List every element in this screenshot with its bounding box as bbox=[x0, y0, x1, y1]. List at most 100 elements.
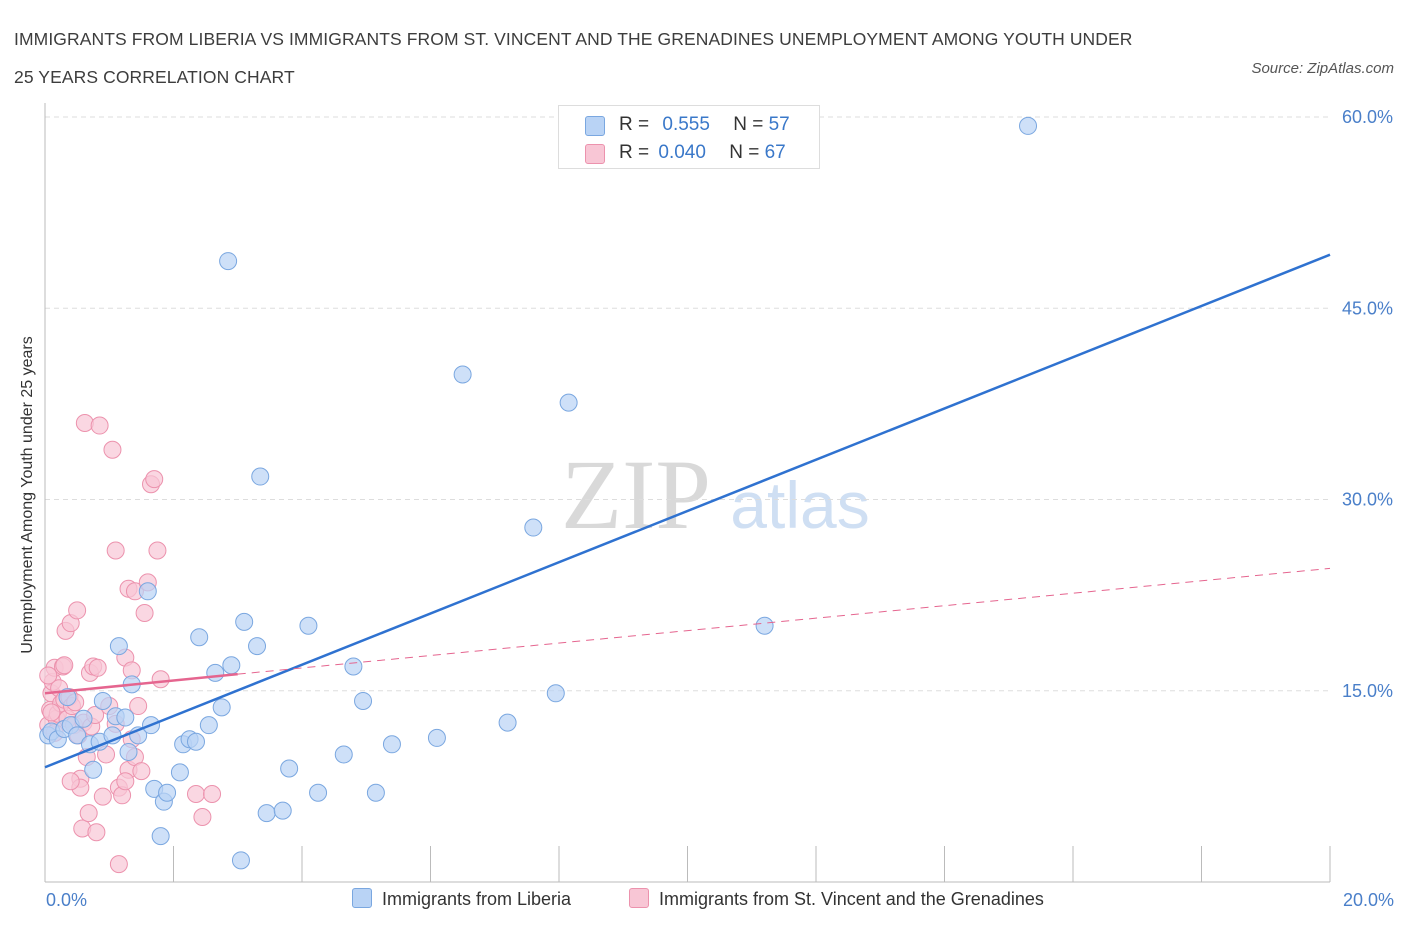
data-point-liberia bbox=[273, 801, 292, 820]
data-point-st-vincent bbox=[203, 785, 222, 804]
data-point-liberia bbox=[755, 616, 774, 635]
data-point-liberia bbox=[334, 745, 353, 764]
zipatlas-watermark: ZIP atlas bbox=[561, 439, 870, 550]
y-tick-label: 45.0% bbox=[1342, 298, 1393, 318]
data-point-liberia bbox=[206, 663, 225, 682]
data-point-liberia bbox=[190, 628, 209, 647]
trend-lines bbox=[44, 253, 1331, 769]
n-value-liberia: 57 bbox=[768, 114, 790, 135]
data-point-liberia bbox=[309, 783, 328, 802]
bottom-legend-st-vincent: Immigrants from St. Vincent and the Gren… bbox=[629, 888, 1044, 910]
data-point-st-vincent bbox=[87, 823, 106, 842]
legend-stats-st-vincent: R = 0.040 N = 67 bbox=[619, 142, 786, 163]
y-tick-label: 15.0% bbox=[1342, 681, 1393, 701]
data-point-st-vincent bbox=[151, 670, 170, 689]
data-point-liberia bbox=[382, 735, 401, 754]
data-point-st-vincent bbox=[145, 470, 164, 489]
data-point-st-vincent bbox=[129, 697, 148, 716]
data-point-liberia bbox=[151, 827, 170, 846]
x-tick-min: 0.0% bbox=[46, 890, 88, 910]
data-point-liberia bbox=[299, 616, 318, 635]
data-point-st-vincent bbox=[116, 772, 135, 791]
trend-line-st-vincent bbox=[44, 672, 238, 695]
data-point-liberia bbox=[453, 365, 472, 384]
data-point-st-vincent bbox=[93, 787, 112, 806]
legend-swatch-pink bbox=[585, 144, 605, 164]
data-point-liberia bbox=[257, 804, 276, 823]
data-point-liberia bbox=[170, 763, 189, 782]
data-point-liberia bbox=[1019, 116, 1038, 135]
data-point-liberia bbox=[74, 709, 93, 728]
data-point-st-vincent bbox=[79, 804, 98, 823]
data-point-liberia bbox=[116, 708, 135, 727]
data-point-liberia bbox=[199, 716, 218, 735]
axes bbox=[44, 103, 1331, 883]
data-point-st-vincent bbox=[103, 440, 122, 459]
trend-line-liberia bbox=[44, 253, 1331, 769]
bottom-legend-liberia: Immigrants from Liberia bbox=[352, 888, 571, 910]
data-point-liberia bbox=[68, 726, 87, 745]
correlation-legend: R = 0.555 N = 57 R = 0.040 N = 67 bbox=[558, 105, 820, 169]
data-point-liberia bbox=[498, 713, 517, 732]
r-value-liberia: 0.555 bbox=[662, 114, 710, 135]
source-credit: Source: ZipAtlas.com bbox=[1251, 60, 1394, 77]
chart-title-line-1: IMMIGRANTS FROM LIBERIA VS IMMIGRANTS FR… bbox=[14, 29, 1133, 49]
data-point-st-vincent bbox=[55, 656, 74, 675]
bottom-legend-label-st-vincent: Immigrants from St. Vincent and the Gren… bbox=[659, 889, 1044, 909]
bottom-legend-swatch-blue bbox=[352, 888, 372, 908]
data-point-st-vincent bbox=[39, 666, 58, 685]
data-point-st-vincent bbox=[90, 416, 109, 435]
legend-stats-liberia: R = 0.555 N = 57 bbox=[619, 114, 790, 135]
r-value-st-vincent: 0.040 bbox=[658, 142, 706, 163]
data-point-liberia bbox=[559, 393, 578, 412]
data-point-st-vincent bbox=[193, 807, 212, 826]
data-point-st-vincent bbox=[109, 855, 128, 874]
data-point-liberia bbox=[251, 467, 270, 486]
x-tick-max: 20.0% bbox=[1342, 890, 1394, 910]
data-point-liberia bbox=[222, 656, 241, 675]
data-point-st-vincent bbox=[132, 762, 151, 781]
data-point-liberia bbox=[280, 759, 299, 778]
bottom-legend-swatch-pink bbox=[629, 888, 649, 908]
data-point-st-vincent bbox=[61, 772, 80, 791]
legend-swatch-blue bbox=[585, 116, 605, 136]
data-point-liberia bbox=[109, 637, 128, 656]
chart-title: IMMIGRANTS FROM LIBERIA VS IMMIGRANTS FR… bbox=[14, 20, 1214, 96]
data-point-liberia bbox=[58, 688, 77, 707]
n-value-st-vincent: 67 bbox=[764, 142, 786, 163]
grid-lines bbox=[45, 116, 1330, 692]
data-point-st-vincent bbox=[106, 541, 125, 560]
data-point-st-vincent bbox=[68, 601, 87, 620]
y-tick-label: 60.0% bbox=[1342, 107, 1393, 127]
data-point-st-vincent bbox=[88, 658, 107, 677]
data-point-liberia bbox=[546, 684, 565, 703]
data-point-liberia bbox=[344, 657, 363, 676]
data-point-st-vincent bbox=[186, 785, 205, 804]
watermark-atlas: atlas bbox=[730, 468, 869, 542]
data-point-liberia bbox=[186, 732, 205, 751]
series-liberia-points bbox=[39, 116, 1038, 870]
data-point-liberia bbox=[235, 612, 254, 631]
data-point-liberia bbox=[366, 783, 385, 802]
data-point-liberia bbox=[248, 637, 267, 656]
watermark-zip: ZIP bbox=[561, 439, 711, 550]
data-point-liberia bbox=[231, 851, 250, 870]
data-point-liberia bbox=[524, 518, 543, 537]
data-point-liberia bbox=[219, 252, 238, 271]
data-point-st-vincent bbox=[42, 703, 61, 722]
data-point-liberia bbox=[212, 698, 231, 717]
data-point-st-vincent bbox=[135, 603, 154, 622]
data-point-liberia bbox=[354, 691, 373, 710]
y-tick-labels: 15.0% 30.0% 45.0% 60.0% bbox=[1342, 107, 1393, 701]
y-tick-label: 30.0% bbox=[1342, 490, 1393, 510]
bottom-legend-label-liberia: Immigrants from Liberia bbox=[382, 889, 572, 909]
chart-title-line-2: 25 YEARS CORRELATION CHART bbox=[14, 67, 295, 87]
data-point-liberia bbox=[93, 691, 112, 710]
trend-line-st-vincent-extension bbox=[237, 567, 1331, 675]
data-point-liberia bbox=[427, 728, 446, 747]
data-point-liberia bbox=[138, 582, 157, 601]
data-point-liberia bbox=[119, 742, 138, 761]
data-point-st-vincent bbox=[148, 541, 167, 560]
data-point-liberia bbox=[84, 760, 103, 779]
data-point-liberia bbox=[158, 783, 177, 802]
